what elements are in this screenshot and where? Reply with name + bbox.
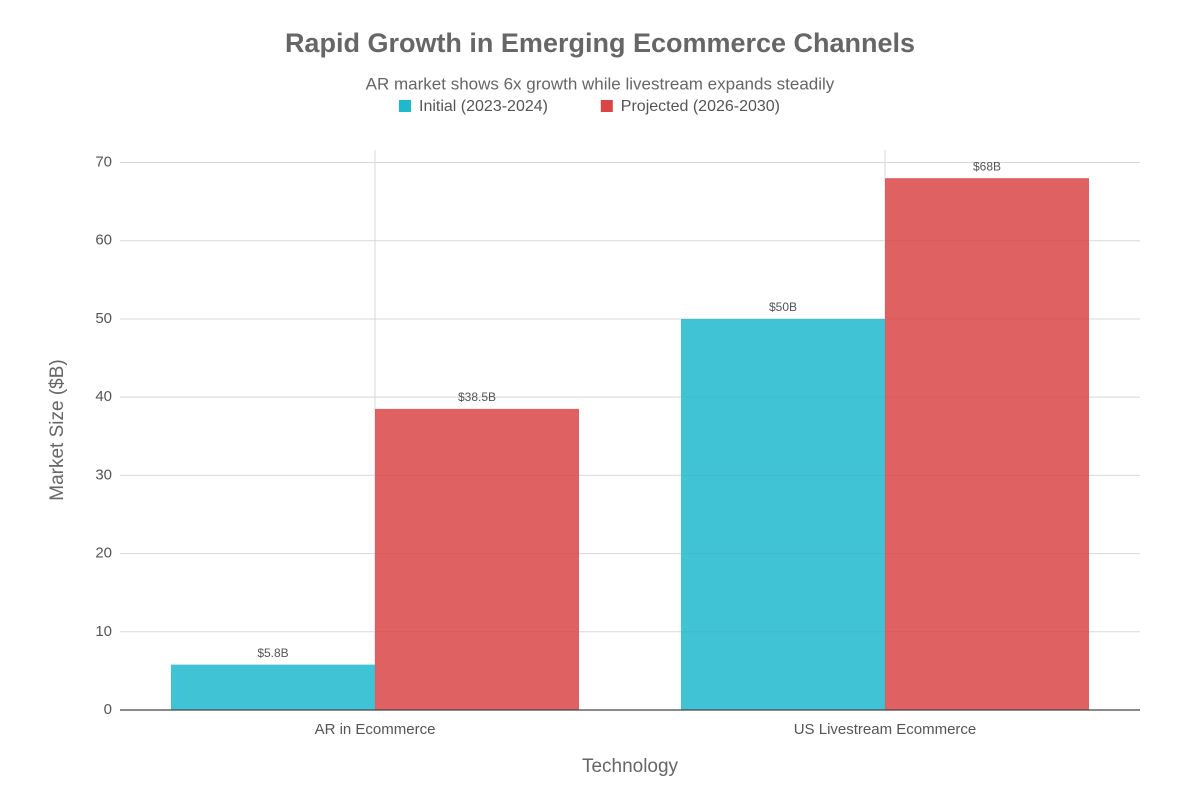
legend-label: Projected (2026-2030)	[621, 98, 780, 115]
bar	[171, 664, 375, 710]
bar	[681, 318, 885, 710]
legend-swatch	[399, 100, 411, 112]
y-tick-label: 70	[95, 153, 112, 170]
x-tick-label: AR in Ecommerce	[315, 721, 436, 738]
chart-title: Rapid Growth in Emerging Ecommerce Chann…	[285, 28, 915, 58]
x-tick-label: US Livestream Ecommerce	[794, 721, 977, 738]
y-tick-label: 30	[95, 466, 112, 483]
y-tick-label: 0	[104, 701, 112, 718]
data-label: $5.8B	[257, 646, 288, 660]
y-tick-label: 20	[95, 545, 112, 562]
y-tick-label: 40	[95, 388, 112, 405]
data-label: $50B	[769, 300, 797, 314]
chart-subtitle: AR market shows 6x growth while livestre…	[366, 74, 835, 93]
y-axis-title: Market Size ($B)	[47, 359, 68, 500]
data-label: $68B	[973, 159, 1001, 173]
y-tick-label: 10	[95, 623, 112, 640]
legend-swatch	[600, 100, 613, 112]
legend-label: Initial (2023-2024)	[419, 98, 548, 115]
bar	[885, 178, 1089, 710]
data-label: $38.5B	[458, 390, 496, 404]
y-tick-label: 50	[95, 310, 112, 327]
x-axis-title: Technology	[582, 756, 679, 777]
y-tick-label: 60	[95, 232, 112, 249]
bar	[375, 408, 579, 710]
